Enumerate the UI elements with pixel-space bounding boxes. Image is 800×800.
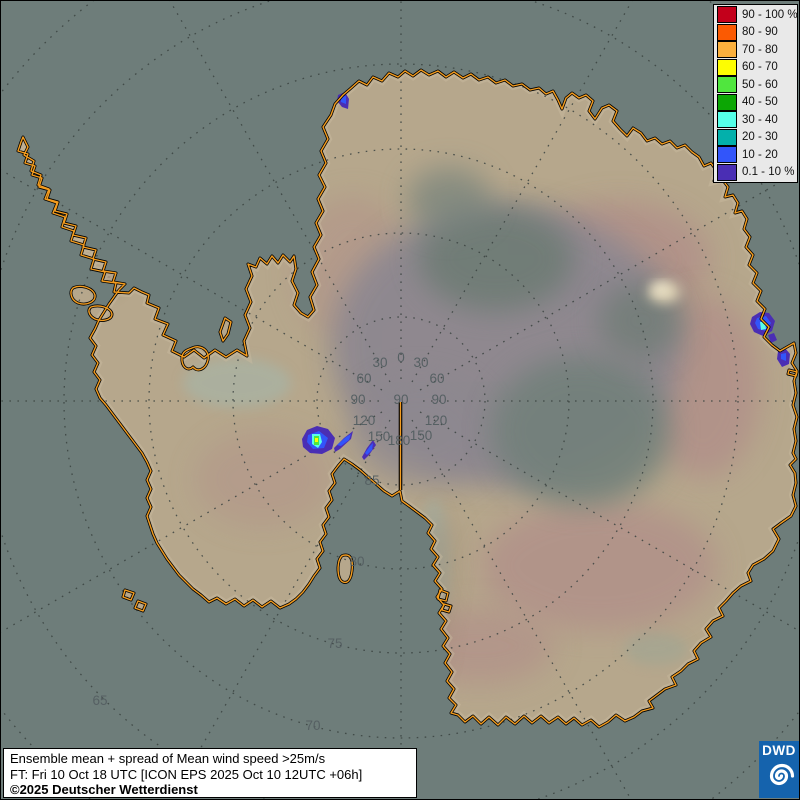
graticule-label: 30 <box>372 355 387 370</box>
dwd-spiral-icon <box>769 763 795 786</box>
graticule-label: 150 <box>410 428 433 443</box>
legend-row: 30 - 40 <box>714 111 797 129</box>
graticule-label: 0 <box>397 350 405 365</box>
legend-color-swatch <box>717 111 737 129</box>
legend-row: 60 - 70 <box>714 58 797 76</box>
legend-color-swatch <box>717 76 737 94</box>
graticule-label: 150 <box>368 429 391 444</box>
legend-row: 10 - 20 <box>714 146 797 164</box>
legend-color-swatch <box>717 146 737 164</box>
graticule-label: 120 <box>425 413 448 428</box>
graticule-label: 65 <box>92 693 107 708</box>
legend-label: 10 - 20 <box>742 148 778 161</box>
graticule-label: 85 <box>364 473 379 488</box>
graticule-label: 90 <box>350 392 365 407</box>
legend-color-swatch <box>717 41 737 59</box>
legend-label: 20 - 30 <box>742 131 778 144</box>
legend-row: 20 - 30 <box>714 128 797 146</box>
probability-patches <box>302 92 790 460</box>
legend-row: 0.1 - 10 % <box>714 163 797 181</box>
info-line-title: Ensemble mean + spread of Mean wind spee… <box>10 751 326 766</box>
legend-color-swatch <box>717 128 737 146</box>
graticule-label: 70 <box>305 718 320 733</box>
legend-row: 80 - 90 <box>714 23 797 41</box>
legend-row: 50 - 60 <box>714 76 797 94</box>
legend-color-swatch <box>717 6 737 24</box>
graticule-label: 60 <box>356 371 371 386</box>
legend-row: 40 - 50 <box>714 93 797 111</box>
graticule-label: 120 <box>353 413 376 428</box>
legend-label: 90 - 100 % <box>742 8 798 21</box>
info-line-forecast-time: FT: Fri 10 Oct 18 UTC [ICON EPS 2025 Oct… <box>10 766 363 782</box>
info-line-copyright: ©2025 Deutscher Wetterdienst <box>10 782 198 797</box>
info-box: Ensemble mean + spread of Mean wind spee… <box>3 748 417 798</box>
legend-label: 60 - 70 <box>742 61 778 74</box>
legend-label: 30 - 40 <box>742 113 778 126</box>
legend-color-swatch <box>717 163 737 181</box>
legend-label: 80 - 90 <box>742 26 778 39</box>
legend-color-swatch <box>717 23 737 41</box>
graticule-label: 80 <box>349 554 364 569</box>
graticule-label: 90 <box>393 392 408 407</box>
legend-row: 90 - 100 % <box>714 6 798 24</box>
legend-row: 70 - 80 <box>714 41 797 59</box>
graticule-label: 75 <box>327 636 342 651</box>
legend-label: 70 - 80 <box>742 43 778 56</box>
graticule-label: 90 <box>431 392 446 407</box>
dwd-logo: DWD <box>759 741 799 798</box>
graticule-label: 60 <box>429 371 444 386</box>
legend: 90 - 100 % 80 - 90 70 - 80 60 - 70 50 - 60 40… <box>713 4 798 183</box>
legend-label: 0.1 - 10 % <box>742 166 795 179</box>
legend-color-swatch <box>717 58 737 76</box>
legend-color-swatch <box>717 93 737 111</box>
legend-label: 40 - 50 <box>742 96 778 109</box>
graticule-label: 30 <box>413 355 428 370</box>
legend-label: 50 - 60 <box>742 78 778 91</box>
dwd-logo-text: DWD <box>762 743 796 758</box>
graticule-label: 180 <box>388 433 411 448</box>
